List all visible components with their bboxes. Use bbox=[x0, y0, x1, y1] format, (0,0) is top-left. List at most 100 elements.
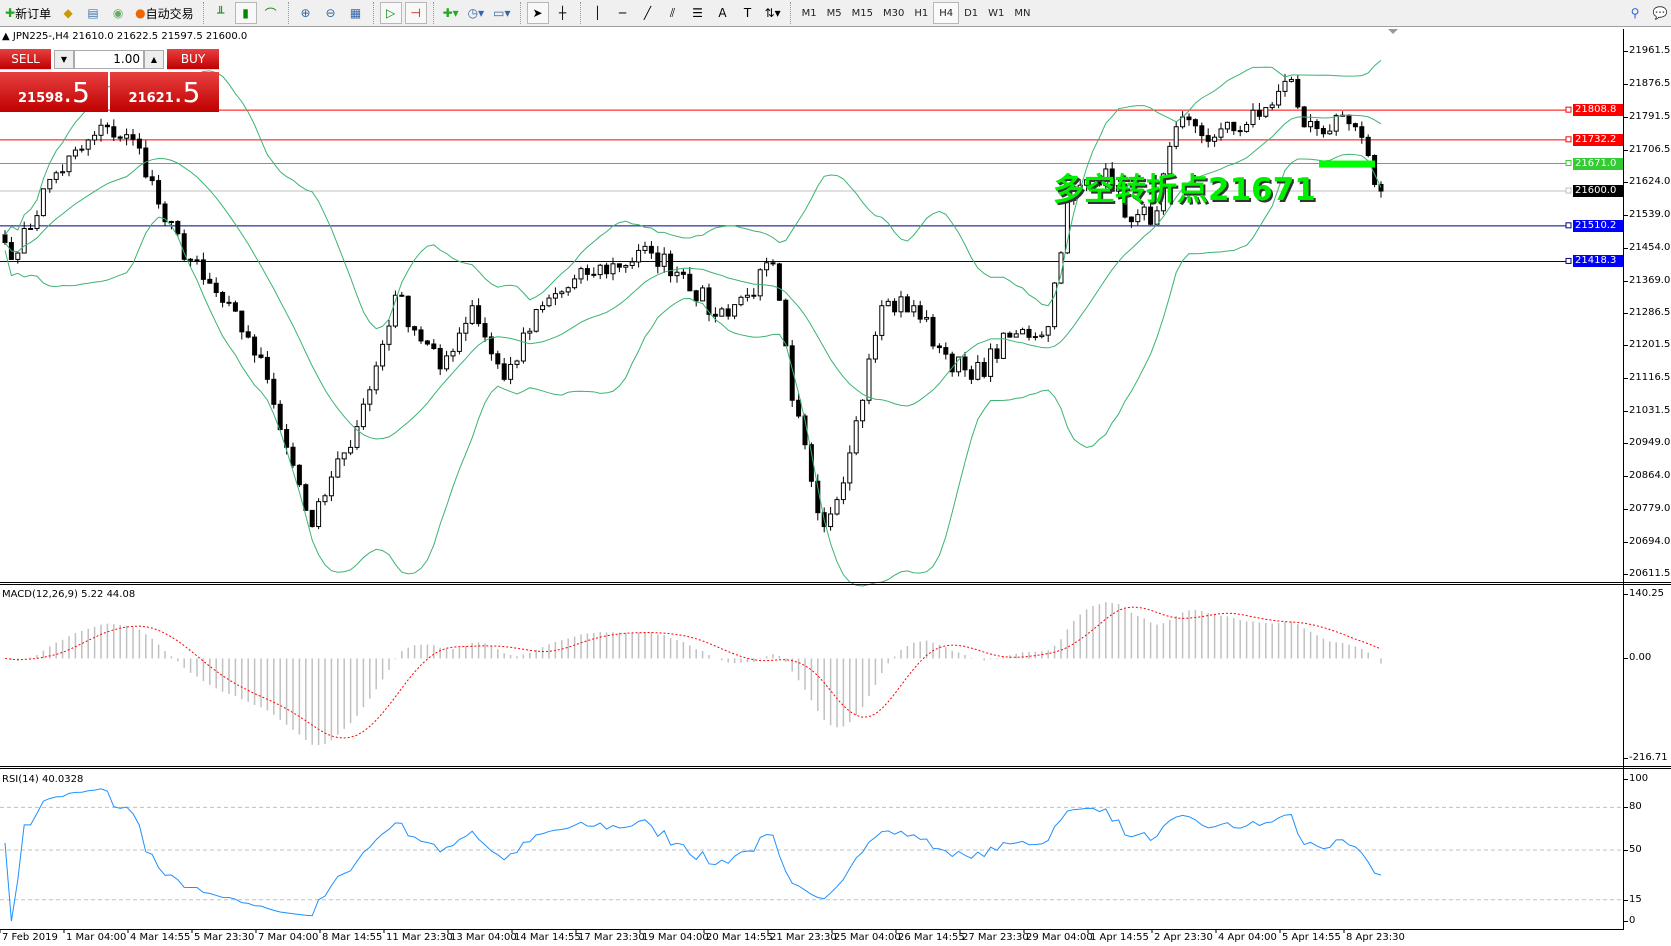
pivot-annotation[interactable]: 多空转折点21671 bbox=[1053, 172, 1316, 208]
bear-candle bbox=[130, 134, 136, 140]
price-level-label: 21510.2 bbox=[1573, 219, 1623, 232]
arrows-icon[interactable]: ⇅▾ bbox=[764, 6, 781, 20]
vertical-line-icon[interactable]: │ bbox=[593, 6, 602, 20]
bull-candle bbox=[1013, 333, 1019, 338]
periods-icon[interactable]: ◷▾ bbox=[467, 6, 485, 20]
price-tick-label: 21454.0 bbox=[1629, 241, 1671, 253]
text-icon[interactable]: A bbox=[718, 6, 727, 20]
timeframe-w1[interactable]: W1 bbox=[988, 7, 1005, 19]
fibonacci-icon[interactable]: ☰ bbox=[692, 6, 703, 20]
timeframe-m5[interactable]: M5 bbox=[826, 7, 842, 19]
bear-candle bbox=[271, 378, 277, 405]
new-order-icon: ✚ bbox=[5, 6, 16, 20]
zoom-in-icon[interactable]: ⊕ bbox=[300, 6, 311, 20]
timeframe-h4[interactable]: H4 bbox=[933, 2, 960, 24]
cursor-icon[interactable]: ➤ bbox=[526, 2, 549, 24]
price-level-label: 21732.2 bbox=[1573, 133, 1623, 146]
bull-candle bbox=[1116, 185, 1122, 192]
bull-candle bbox=[847, 452, 853, 484]
history-icon[interactable]: ▤ bbox=[87, 6, 99, 20]
time-label: 25 Mar 04:00 bbox=[834, 932, 901, 943]
bull-candle bbox=[316, 501, 322, 528]
bull-candle bbox=[1218, 128, 1224, 138]
lot-decrease-button[interactable]: ▼ bbox=[54, 50, 74, 69]
price-tick-label: 21369.0 bbox=[1629, 274, 1671, 286]
indicators-icon[interactable]: ✚▾ bbox=[442, 6, 459, 20]
bull-candle bbox=[1327, 130, 1333, 135]
timeframe-m1[interactable]: M1 bbox=[801, 7, 817, 19]
bear-candle bbox=[399, 294, 405, 297]
bear-candle bbox=[284, 429, 290, 448]
bull-candle bbox=[520, 332, 526, 362]
bull-candle bbox=[1160, 173, 1166, 212]
rsi-line bbox=[4, 788, 1382, 922]
tile-windows-icon[interactable]: ▦ bbox=[349, 6, 362, 20]
time-label: 17 Mar 23:30 bbox=[578, 932, 645, 943]
bull-candle bbox=[1250, 109, 1256, 125]
bull-candle bbox=[1308, 121, 1314, 128]
bar-chart-icon[interactable]: ╨ bbox=[216, 6, 225, 20]
crosshair-icon[interactable]: ┼ bbox=[558, 6, 567, 20]
trendline-icon[interactable]: ╱ bbox=[643, 6, 652, 20]
toolbar: ✚ 新订单 ◆ ▤ ◉ ● 自动交易 ╨ ▮ ⌒ ⊕ ⊖ ▦ ▷ ⊣ ✚▾ ◷▾ ▭… bbox=[0, 0, 1671, 27]
bear-candle bbox=[136, 138, 142, 149]
horizontal-line-icon[interactable]: ─ bbox=[618, 6, 627, 20]
bull-candle bbox=[738, 296, 744, 306]
sell-button[interactable]: SELL bbox=[0, 49, 51, 70]
bull-candle bbox=[700, 287, 706, 302]
bear-candle bbox=[412, 326, 418, 331]
time-label: 7 Mar 04:00 bbox=[258, 932, 319, 943]
search-icon[interactable]: ⚲ bbox=[1630, 6, 1640, 20]
timeframe-h1[interactable]: H1 bbox=[914, 7, 929, 19]
bull-candle bbox=[1052, 282, 1058, 328]
line-chart-icon[interactable]: ⌒ bbox=[264, 6, 277, 21]
price-tick-label: 21201.5 bbox=[1629, 339, 1671, 351]
bear-candle bbox=[1378, 183, 1384, 192]
bull-candle bbox=[1167, 145, 1173, 175]
chat-icon[interactable]: 💬 bbox=[1652, 6, 1668, 20]
gold-bars-icon[interactable]: ◆ bbox=[63, 6, 73, 20]
autoscroll-icon[interactable]: ▷ bbox=[379, 2, 402, 24]
bull-candle bbox=[552, 293, 558, 299]
bear-candle bbox=[616, 263, 622, 268]
bear-candle bbox=[904, 296, 910, 313]
text-label-icon[interactable]: T bbox=[743, 6, 752, 20]
price-tick-label: 20779.0 bbox=[1629, 503, 1671, 515]
price-tick bbox=[1624, 574, 1628, 575]
panel-divider[interactable] bbox=[0, 582, 1671, 585]
bid-price[interactable]: 21598.5 bbox=[0, 72, 108, 112]
time-label: 19 Mar 04:00 bbox=[642, 932, 709, 943]
candle-chart-icon[interactable]: ▮ bbox=[234, 2, 257, 24]
lot-size-input[interactable]: 1.00 bbox=[74, 50, 144, 69]
bear-candle bbox=[687, 273, 693, 292]
timeframe-d1[interactable]: D1 bbox=[964, 7, 979, 19]
chart-header: ▲ JPN225-,H4 21610.0 21622.5 21597.5 216… bbox=[2, 31, 248, 42]
zoom-out-icon[interactable]: ⊖ bbox=[325, 6, 336, 20]
signal-icon[interactable]: ◉ bbox=[112, 6, 124, 20]
time-label: 5 Mar 23:30 bbox=[194, 932, 255, 943]
macd-tick bbox=[1624, 658, 1628, 660]
bull-candle bbox=[1032, 336, 1038, 339]
auto-trading-button[interactable]: ● 自动交易 bbox=[135, 6, 194, 21]
chart-shift-icon[interactable]: ⊣ bbox=[404, 2, 427, 24]
timeframe-m15[interactable]: M15 bbox=[851, 7, 873, 19]
price-tick bbox=[1624, 312, 1628, 314]
templates-icon[interactable]: ▭▾ bbox=[493, 6, 511, 20]
bull-candle bbox=[1282, 80, 1288, 92]
chart-window[interactable] bbox=[0, 29, 1624, 929]
bear-candle bbox=[936, 345, 942, 349]
timeframe-mn[interactable]: MN bbox=[1014, 7, 1031, 19]
time-label: 20 Mar 14:55 bbox=[706, 932, 773, 943]
timeframe-m30[interactable]: M30 bbox=[882, 7, 905, 19]
buy-button[interactable]: BUY bbox=[167, 49, 219, 70]
ask-price[interactable]: 21621.5 bbox=[110, 72, 219, 112]
panel-divider[interactable] bbox=[0, 766, 1671, 769]
lot-increase-button[interactable]: ▲ bbox=[144, 50, 164, 69]
rsi-tick-label: 80 bbox=[1629, 801, 1642, 813]
equidistant-channel-icon[interactable]: ⫽ bbox=[669, 5, 676, 20]
rsi-tick bbox=[1624, 779, 1628, 780]
new-order-button[interactable]: ✚ 新订单 bbox=[5, 6, 52, 21]
bear-candle bbox=[239, 310, 245, 333]
bear-candle bbox=[1192, 119, 1198, 127]
